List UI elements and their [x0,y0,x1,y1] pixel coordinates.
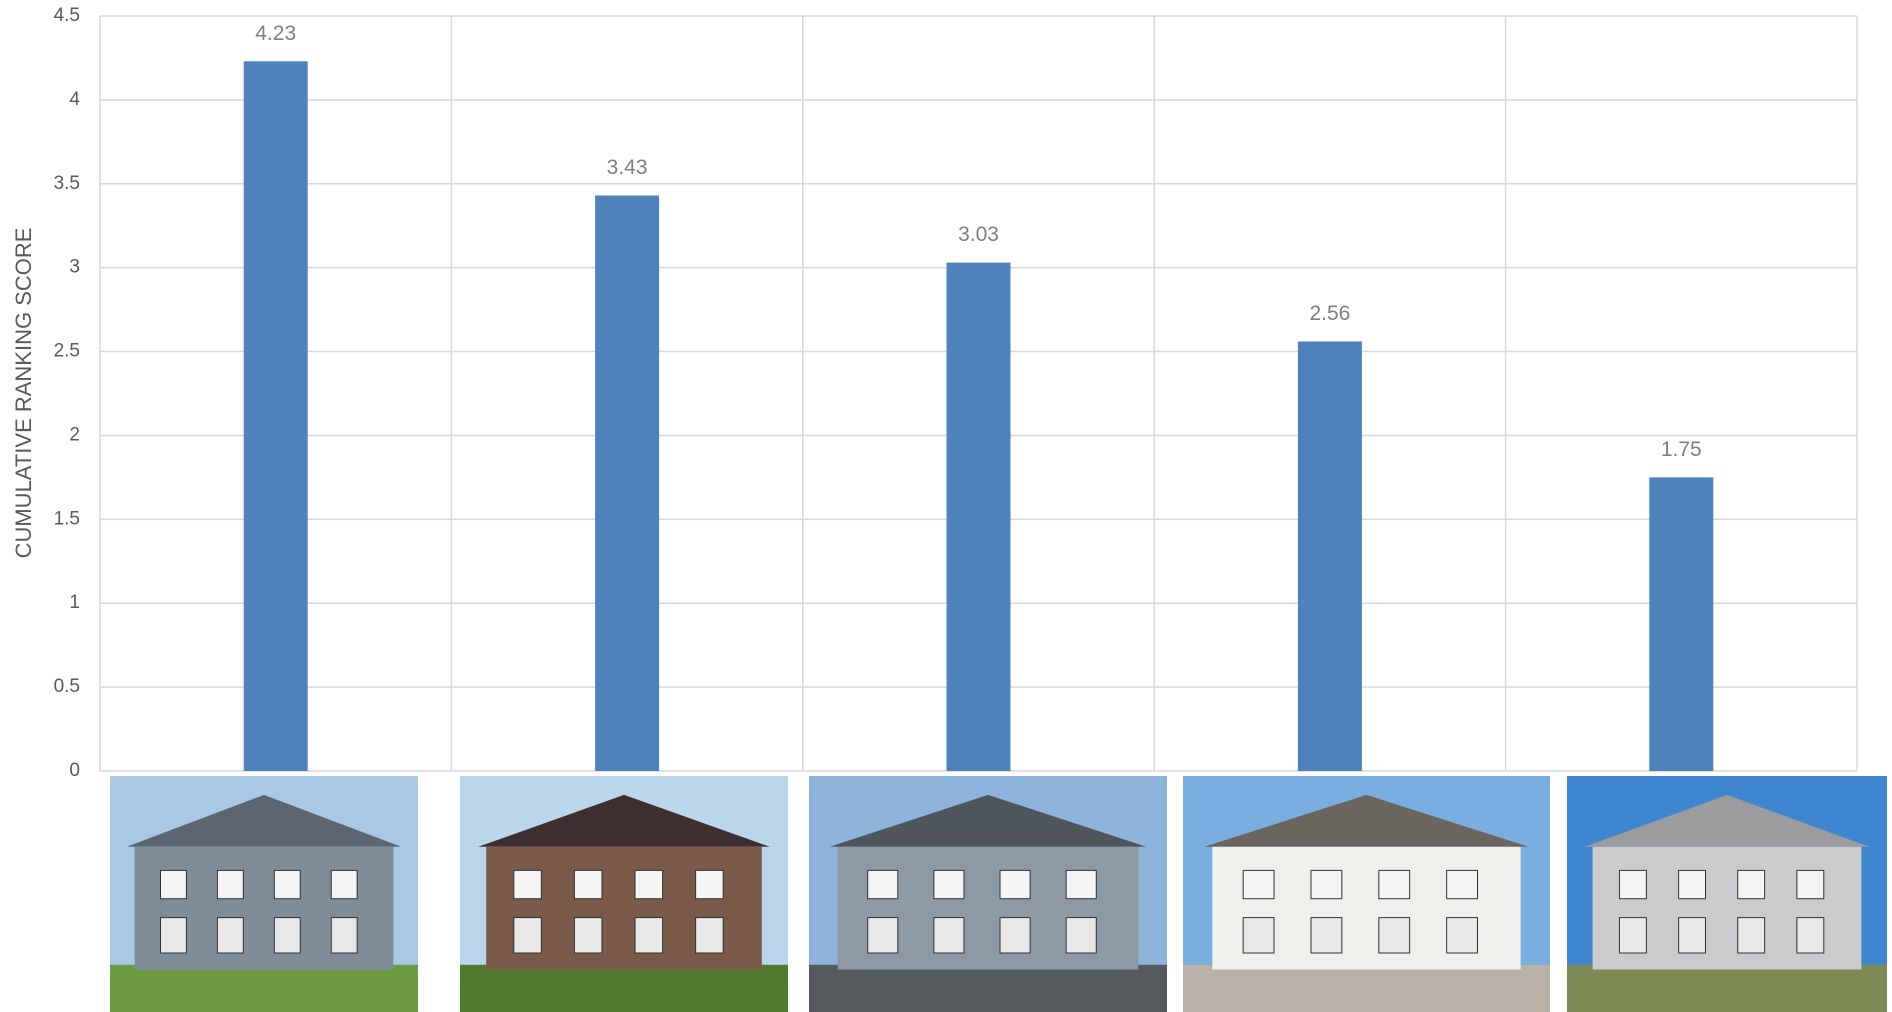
photo-ground [1183,964,1550,1012]
photo-ground [809,964,1167,1012]
bar [946,262,1011,771]
value-label: 4.23 [255,22,296,45]
photo-window [634,869,664,900]
photo-ground [110,964,418,1012]
photo-window [999,917,1031,954]
photo-window [867,917,899,954]
y-tick-label: 2 [69,424,80,445]
photo-roof [126,794,402,847]
photo-window [1065,869,1097,900]
photo-window [216,917,244,954]
y-tick-label: 3.5 [54,173,80,194]
photo-window [867,869,899,900]
bar [1649,477,1714,771]
photo-roof [1204,794,1529,847]
photo-window [1618,917,1647,954]
photo-window [330,869,358,900]
photo-window [573,917,603,954]
value-label: 1.75 [1661,438,1702,461]
bar [243,61,308,772]
photo-window [160,869,187,900]
photo-window [573,869,603,900]
photo-window [695,869,724,900]
photo-window [933,869,965,900]
y-axis-title: CUMULATIVE RANKING SCORE [11,228,36,559]
photo-window [1378,917,1411,954]
photo-roof [1584,794,1870,847]
photo-window [695,917,724,954]
bar [595,195,660,771]
photo-roof [478,794,770,847]
photo-window [273,917,301,954]
value-label: 3.43 [607,156,648,179]
photo-window [999,869,1031,900]
photo-ground [460,964,788,1012]
photo-window [933,917,965,954]
photo-window [513,869,542,900]
y-tick-label: 0 [69,760,80,781]
y-tick-label: 1 [69,592,80,613]
photo-ground [1567,964,1887,1012]
photo-window [1678,917,1706,954]
photo-window [1242,869,1275,900]
photo-window [513,917,542,954]
y-tick-label: 1.5 [54,508,80,529]
y-tick-label: 3 [69,257,80,278]
value-label: 2.56 [1309,302,1350,325]
photo-window [1446,917,1478,954]
photo-roof [829,794,1147,847]
y-tick-label: 4 [69,89,80,110]
y-tick-label: 2.5 [54,341,80,362]
photo-window [1378,869,1411,900]
photo-window [1737,869,1766,900]
photo-window [273,869,301,900]
value-label: 3.03 [958,223,999,246]
photo-window [1446,869,1478,900]
photo-window [1065,917,1097,954]
photo-window [1618,869,1647,900]
photo-window [634,917,664,954]
y-tick-label: 0.5 [54,676,80,697]
photo-window [1310,917,1343,954]
photo-window [216,869,244,900]
photo-window [1678,869,1706,900]
photo-window [1796,917,1825,954]
photo-window [1310,869,1343,900]
photo-window [160,917,187,954]
photo-window [1796,869,1825,900]
photo-window [330,917,358,954]
photo-window [1737,917,1766,954]
y-tick-label: 4.5 [54,5,80,26]
photo-window [1242,917,1275,954]
house-photos [110,776,1887,1012]
bar [1297,341,1362,771]
